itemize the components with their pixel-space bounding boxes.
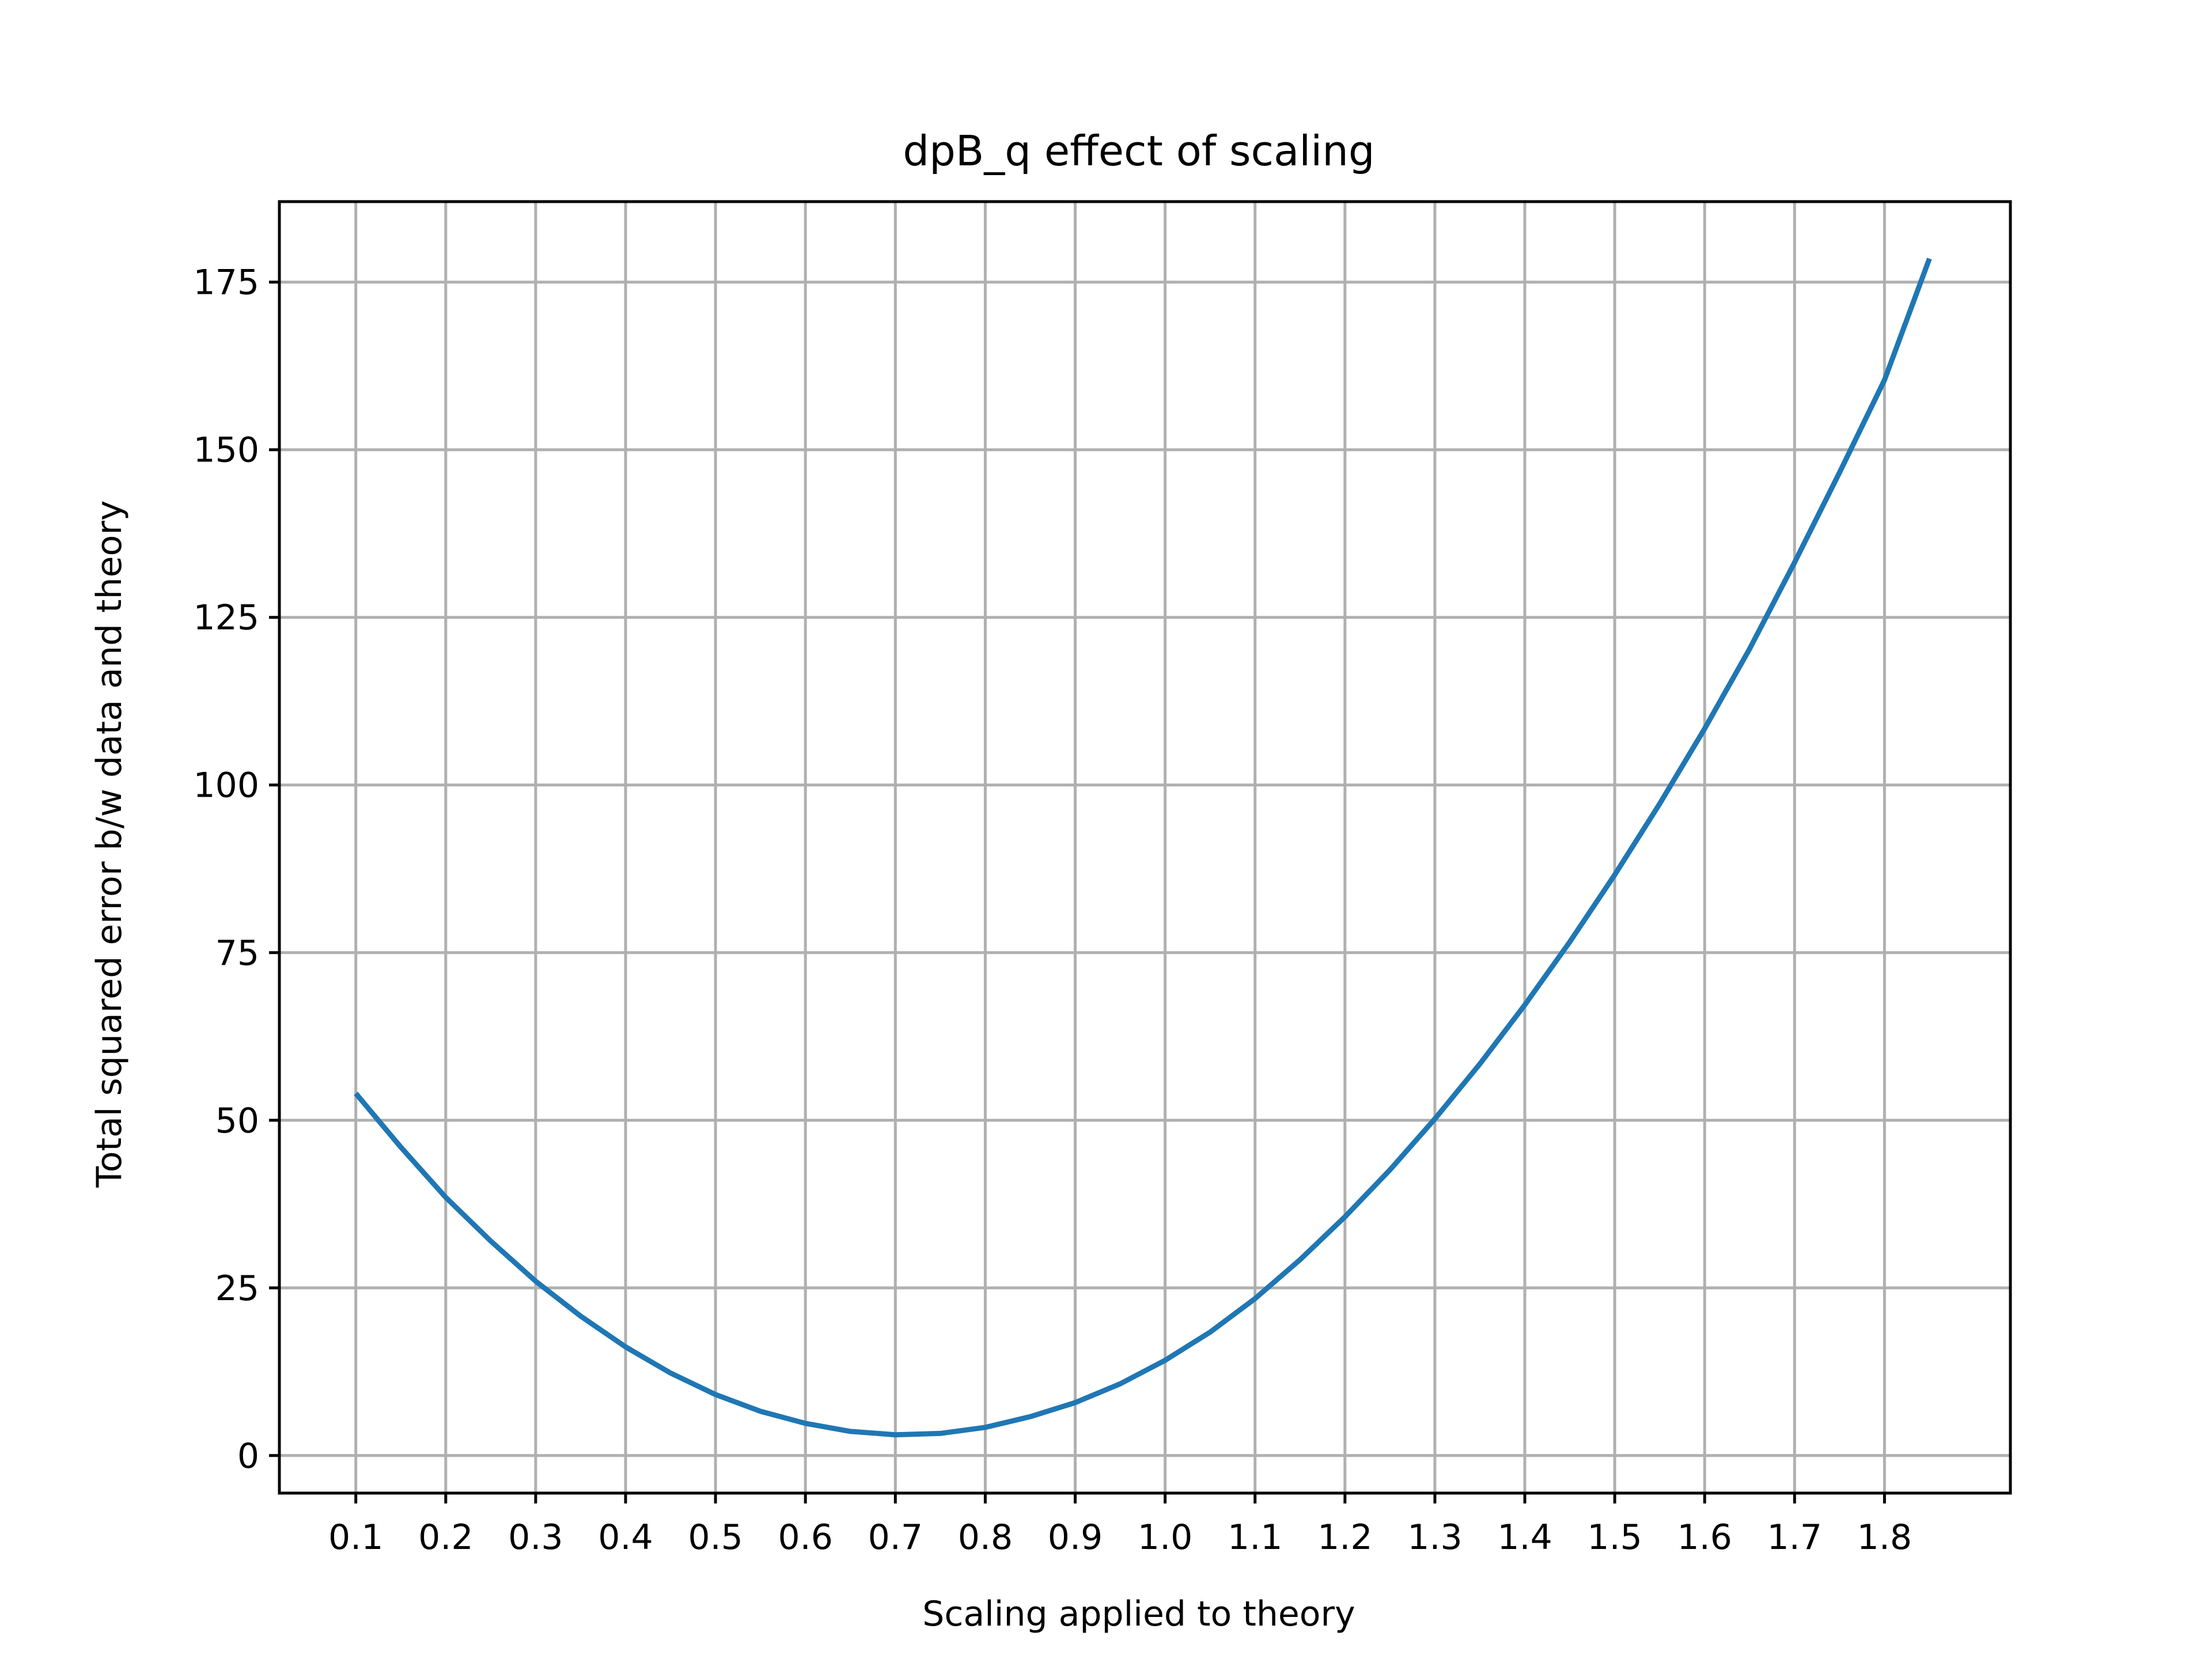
x-tick-label: 1.7 — [1767, 1517, 1822, 1558]
series-layer — [354, 257, 1932, 1438]
y-tick-label: 0 — [237, 1436, 259, 1476]
axis-ticks: 0.1 0.2 0.3 0.4 0.5 0.6 0.7 0.8 0.9 1.0 1.1 1.2 1.3 1… — [193, 263, 1912, 1558]
x-tick-label: 0.7 — [868, 1517, 923, 1558]
chart-title: dpB_q effect of scaling — [903, 127, 1374, 175]
x-tick-label: 1.8 — [1857, 1517, 1912, 1558]
y-tick-label: 175 — [193, 263, 259, 303]
x-tick-label: 1.6 — [1677, 1517, 1732, 1558]
y-tick-label: 50 — [215, 1101, 259, 1141]
x-tick-label: 0.6 — [778, 1517, 832, 1558]
grid — [279, 202, 2010, 1493]
plot-frame — [278, 200, 2012, 1495]
x-axis-label: Scaling applied to theory — [922, 1594, 1355, 1634]
y-tick-label: 25 — [215, 1268, 259, 1309]
x-tick-label: 1.3 — [1407, 1517, 1462, 1558]
y-tick-label: 125 — [193, 598, 259, 638]
x-tick-label: 0.9 — [1048, 1517, 1103, 1558]
x-tick-label: 1.0 — [1138, 1517, 1192, 1558]
x-tick-label: 0.1 — [328, 1517, 383, 1558]
x-tick-label: 1.2 — [1317, 1517, 1372, 1558]
y-tick-label: 150 — [193, 430, 259, 471]
y-tick-label: 100 — [193, 766, 259, 806]
x-tick-label: 0.8 — [958, 1517, 1013, 1558]
x-tick-label: 1.4 — [1497, 1517, 1552, 1558]
y-tick-label: 75 — [215, 933, 259, 974]
x-tick-label: 1.5 — [1587, 1517, 1642, 1558]
y-axis-label: Total squared error b/w data and theory — [89, 500, 130, 1188]
x-tick-label: 1.1 — [1228, 1517, 1282, 1558]
x-tick-label: 0.5 — [688, 1517, 743, 1558]
x-tick-label: 0.3 — [508, 1517, 563, 1558]
x-tick-label: 0.2 — [418, 1517, 473, 1558]
series-line — [354, 257, 1932, 1438]
x-tick-label: 0.4 — [598, 1517, 653, 1558]
